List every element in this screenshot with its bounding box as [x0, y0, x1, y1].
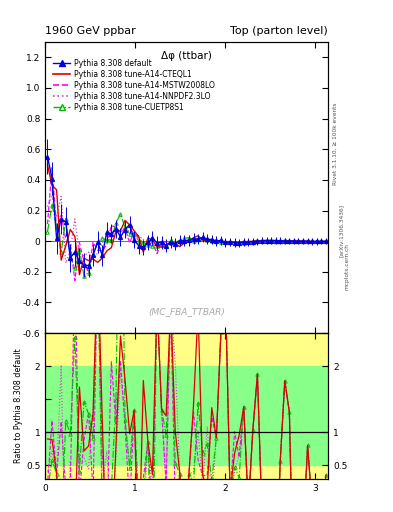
- Bar: [45, 366, 328, 465]
- Legend: Pythia 8.308 default, Pythia 8.308 tune-A14-CTEQL1, Pythia 8.308 tune-A14-MSTW20: Pythia 8.308 default, Pythia 8.308 tune-…: [52, 57, 217, 113]
- Text: (MC_FBA_TTBAR): (MC_FBA_TTBAR): [148, 307, 225, 316]
- Text: mcplots.cern.ch: mcplots.cern.ch: [344, 243, 349, 290]
- Bar: [45, 333, 328, 479]
- Text: Rivet 3.1.10, ≥ 100k events: Rivet 3.1.10, ≥ 100k events: [333, 102, 338, 185]
- Text: [arXiv:1306.3436]: [arXiv:1306.3436]: [339, 204, 344, 257]
- Text: Δφ (ttbar): Δφ (ttbar): [161, 51, 212, 61]
- Text: 1960 GeV ppbar: 1960 GeV ppbar: [45, 26, 136, 36]
- Text: Top (parton level): Top (parton level): [230, 26, 328, 36]
- Y-axis label: Ratio to Pythia 8.308 default: Ratio to Pythia 8.308 default: [14, 349, 23, 463]
